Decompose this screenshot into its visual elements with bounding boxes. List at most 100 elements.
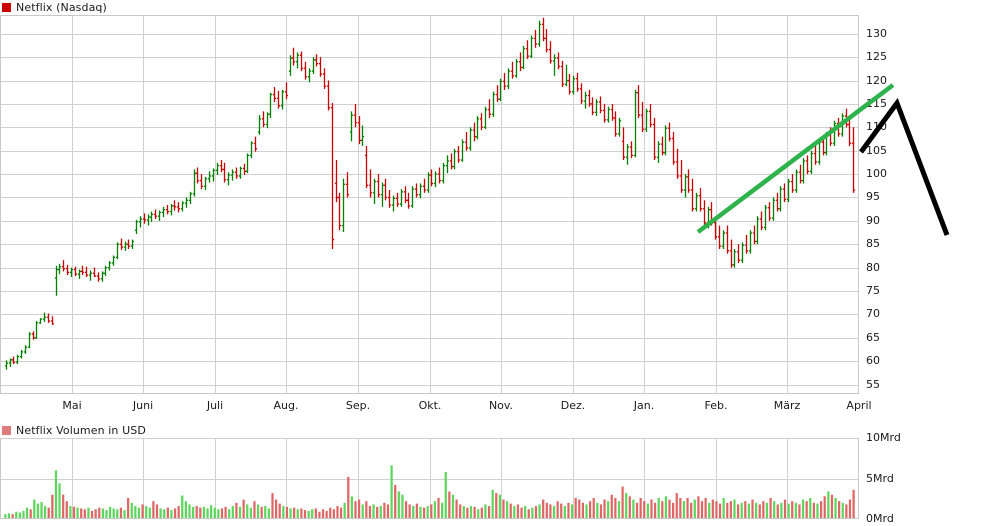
- ohlc-bar: [357, 116, 362, 145]
- ohlc-bar: [61, 260, 66, 272]
- ohlc-bar: [222, 162, 227, 183]
- volume-bar: [617, 501, 621, 519]
- price-plot-background: [0, 15, 859, 394]
- volume-bar: [314, 508, 317, 519]
- volume-bar: [462, 506, 465, 519]
- ohlc-bar: [675, 148, 680, 179]
- ohlc-bar: [138, 216, 143, 228]
- volume-bar: [339, 507, 343, 519]
- volume-bar: [585, 504, 588, 519]
- ohlc-bar: [613, 111, 618, 137]
- volume-bars: [4, 465, 855, 519]
- ohlc-bar: [157, 210, 162, 221]
- ohlc-bar: [625, 144, 630, 165]
- volume-bar: [437, 497, 440, 519]
- volume-bar: [358, 499, 361, 519]
- ohlc-bar: [598, 96, 603, 114]
- volume-bar: [152, 501, 155, 519]
- volume-bar: [686, 497, 689, 519]
- volume-bar: [495, 493, 498, 519]
- ohlc-bar: [103, 265, 108, 277]
- volume-bar: [599, 504, 603, 519]
- volume-bar: [347, 476, 350, 519]
- volume-bar: [769, 497, 772, 519]
- volume-bar: [805, 501, 808, 519]
- ohlc-bar: [560, 60, 565, 88]
- volume-bar: [4, 514, 7, 519]
- ohlc-bar: [521, 45, 526, 70]
- volume-bar: [661, 501, 664, 519]
- ohlc-bar: [472, 122, 477, 142]
- ohlc-bar: [142, 213, 147, 224]
- ohlc-bar: [334, 160, 339, 203]
- volume-bar: [260, 506, 263, 519]
- volume-bar: [513, 506, 516, 519]
- ohlc-bar: [633, 89, 638, 158]
- volume-bar: [549, 504, 552, 519]
- ohlc-bar: [364, 146, 369, 189]
- volume-bar: [220, 508, 224, 519]
- ohlc-bar: [587, 89, 592, 107]
- volume-bar: [610, 494, 613, 519]
- volume-bar: [224, 506, 227, 519]
- volume-bar: [401, 494, 404, 519]
- volume-bar: [819, 501, 823, 519]
- volume-bar: [426, 506, 429, 519]
- ohlc-bar: [686, 169, 691, 193]
- price-y-tick-label: 105: [866, 143, 887, 157]
- volume-bar: [740, 502, 743, 519]
- ohlc-bar: [736, 244, 741, 263]
- volume-bar: [776, 504, 779, 519]
- volume-bar: [516, 504, 520, 519]
- ohlc-bar: [219, 160, 224, 173]
- volume-bar: [256, 504, 260, 519]
- volume-bar: [538, 504, 541, 519]
- ohlc-bar: [729, 239, 734, 268]
- volume-bar: [801, 499, 805, 519]
- ohlc-bar: [261, 111, 266, 128]
- ohlc-bar: [679, 160, 684, 193]
- volume-bar: [112, 508, 115, 519]
- volume-bar: [80, 508, 83, 519]
- volume-bar: [235, 502, 238, 519]
- volume-bar: [394, 484, 397, 519]
- volume-bar: [343, 502, 346, 519]
- volume-bar: [307, 510, 310, 519]
- ohlc-bar: [414, 183, 419, 198]
- ohlc-bar: [590, 97, 595, 116]
- volume-bar: [556, 501, 559, 519]
- price-x-tick-label: Juli: [206, 399, 224, 412]
- volume-bar: [181, 495, 184, 519]
- ohlc-bar: [291, 47, 296, 66]
- ohlc-bar: [299, 51, 304, 72]
- ohlc-bar: [399, 189, 404, 207]
- ohlc-bar: [460, 139, 465, 162]
- volume-bar: [217, 509, 220, 519]
- ohlc-bar: [544, 29, 549, 53]
- ohlc-bar: [303, 61, 308, 80]
- volume-bar: [231, 506, 234, 519]
- volume-bar: [166, 507, 169, 519]
- price-x-tick-label: Jan.: [633, 399, 655, 412]
- ohlc-bar: [238, 166, 243, 179]
- price-x-tick-label: März: [773, 399, 801, 412]
- volume-bar: [296, 509, 299, 519]
- volume-bar: [321, 509, 325, 519]
- volume-y-tick-label: 5Mrd: [866, 471, 894, 485]
- ohlc-bar: [4, 360, 9, 370]
- price-y-tick-label: 125: [866, 50, 887, 64]
- volume-bar: [25, 507, 29, 519]
- ohlc-bar: [433, 171, 438, 188]
- volume-bar: [213, 507, 216, 519]
- price-x-tick-label: Aug.: [273, 399, 299, 412]
- ohlc-bar: [50, 316, 55, 325]
- ohlc-bar: [671, 131, 676, 165]
- volume-bar: [690, 502, 693, 519]
- ohlc-bar: [644, 108, 649, 132]
- volume-bar: [534, 506, 538, 519]
- volume-bar: [433, 501, 437, 519]
- price-x-tick-label: Okt.: [418, 399, 442, 412]
- price-x-tick-label: Mai: [62, 399, 82, 412]
- ohlc-bar: [552, 54, 557, 76]
- volume-bar: [383, 502, 386, 519]
